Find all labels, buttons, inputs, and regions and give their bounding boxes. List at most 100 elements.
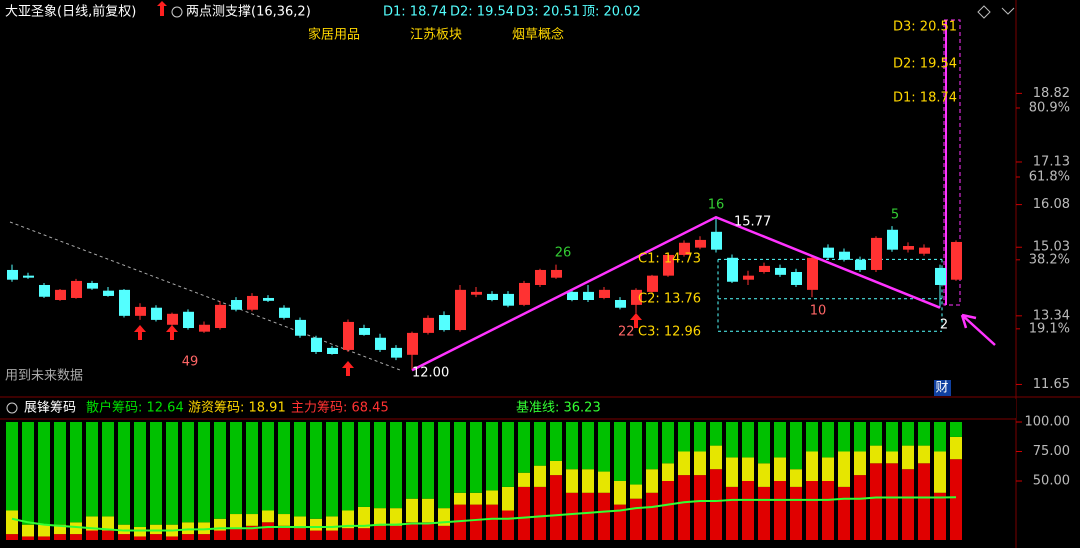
header-value: D2: 19.54: [450, 5, 514, 20]
annotation: 22: [618, 325, 635, 340]
stacked-bar: [150, 534, 162, 540]
stacked-bar: [310, 422, 322, 519]
candle-body: [503, 293, 514, 306]
pointer-arrow: [960, 313, 996, 346]
stacked-bar: [38, 422, 50, 525]
stacked-bar: [582, 492, 594, 540]
stacked-bar: [918, 463, 930, 540]
stacked-bar: [102, 516, 114, 531]
candle-body: [439, 315, 450, 331]
stacked-bar: [902, 469, 914, 540]
stacked-bar: [694, 451, 706, 476]
annotation: 用到未来数据: [5, 369, 83, 384]
y-tick-label: 18.82: [1033, 86, 1070, 101]
candle-body: [263, 297, 274, 301]
candle-body: [487, 293, 498, 301]
stacked-bar: [950, 436, 962, 460]
stacked-bar: [854, 451, 866, 476]
stacked-bar: [278, 514, 290, 526]
stacked-bar: [214, 518, 226, 531]
annotation: 26: [555, 246, 572, 261]
candle-body: [423, 317, 434, 333]
toolbar-icon[interactable]: [977, 5, 991, 19]
stacked-bar: [806, 451, 818, 481]
candle-body: [887, 229, 898, 250]
stacked-bar: [406, 522, 418, 540]
candle-body: [663, 254, 674, 276]
stacked-bar: [438, 422, 450, 509]
candle-body: [855, 259, 866, 270]
stacked-bar: [198, 534, 210, 540]
target-label: D3: 20.51: [893, 20, 957, 35]
stacked-bar: [134, 422, 146, 528]
candle-body: [311, 337, 322, 352]
stacked-bar: [214, 530, 226, 540]
candle-body: [279, 307, 290, 318]
candle-body: [935, 267, 946, 285]
stacked-bar: [950, 422, 962, 437]
stacked-bar: [454, 422, 466, 493]
candle-body: [839, 251, 850, 260]
stacked-bar: [390, 525, 402, 540]
candle-body: [407, 332, 418, 355]
annotation: 财: [935, 381, 948, 396]
stacked-bar: [758, 422, 770, 464]
stacked-bar: [774, 481, 786, 540]
stacked-bar: [374, 525, 386, 540]
stacked-bar: [470, 492, 482, 505]
stacked-bar: [870, 463, 882, 540]
candle-body: [775, 267, 786, 275]
fib-label: 61.8%: [1029, 169, 1070, 184]
annotation: 15.77: [734, 215, 771, 230]
stacked-bar: [710, 445, 722, 470]
candle-body: [903, 246, 914, 250]
finance-badge: [934, 380, 951, 396]
stacked-bar: [54, 422, 66, 525]
sub-header-value: 游资筹码: 18.91: [188, 400, 286, 416]
stacked-bar: [262, 422, 274, 511]
stacked-bar: [182, 522, 194, 535]
header-value: D1: 18.74: [383, 5, 447, 20]
candle-body: [7, 269, 18, 280]
stacked-bar: [358, 422, 370, 507]
stacked-bar: [582, 469, 594, 493]
stacked-bar: [278, 525, 290, 540]
candle-body: [871, 237, 882, 270]
annotation: 49: [182, 355, 199, 370]
stacked-bar: [614, 481, 626, 505]
stacked-bar: [310, 530, 322, 540]
signal-arrow: [166, 325, 178, 340]
stacked-bar: [390, 508, 402, 526]
stacked-bar: [870, 422, 882, 446]
stacked-bar: [246, 525, 258, 540]
stacked-bar: [358, 528, 370, 540]
stacked-bar: [102, 530, 114, 540]
indicator-name: 两点测支撑(16,36,2): [186, 5, 311, 20]
candle-body: [583, 291, 594, 301]
stacked-bar: [566, 492, 578, 540]
stacked-bar: [550, 475, 562, 540]
stacked-bar: [550, 460, 562, 476]
candle-body: [455, 289, 466, 331]
stacked-bar: [710, 422, 722, 446]
stacked-bar: [502, 510, 514, 540]
candle-body: [615, 300, 626, 308]
candle-body: [327, 347, 338, 354]
candle-body: [199, 324, 210, 332]
candle-body: [39, 284, 50, 297]
stacked-bar: [230, 422, 242, 515]
candle-body: [231, 300, 242, 310]
stacked-bar: [342, 528, 354, 540]
toolbar-icon[interactable]: [1001, 7, 1015, 15]
stacked-bar: [486, 490, 498, 505]
candle-body: [215, 304, 226, 329]
candle-body: [55, 289, 66, 301]
candle-body: [519, 282, 530, 305]
stacked-bar: [342, 510, 354, 529]
stacked-bar: [438, 525, 450, 540]
stacked-bar: [822, 481, 834, 540]
header-value: D3: 20.51: [516, 5, 580, 20]
stacked-bar: [406, 422, 418, 499]
y-tick-label: 50.00: [1033, 474, 1070, 489]
stacked-bar: [118, 534, 130, 540]
